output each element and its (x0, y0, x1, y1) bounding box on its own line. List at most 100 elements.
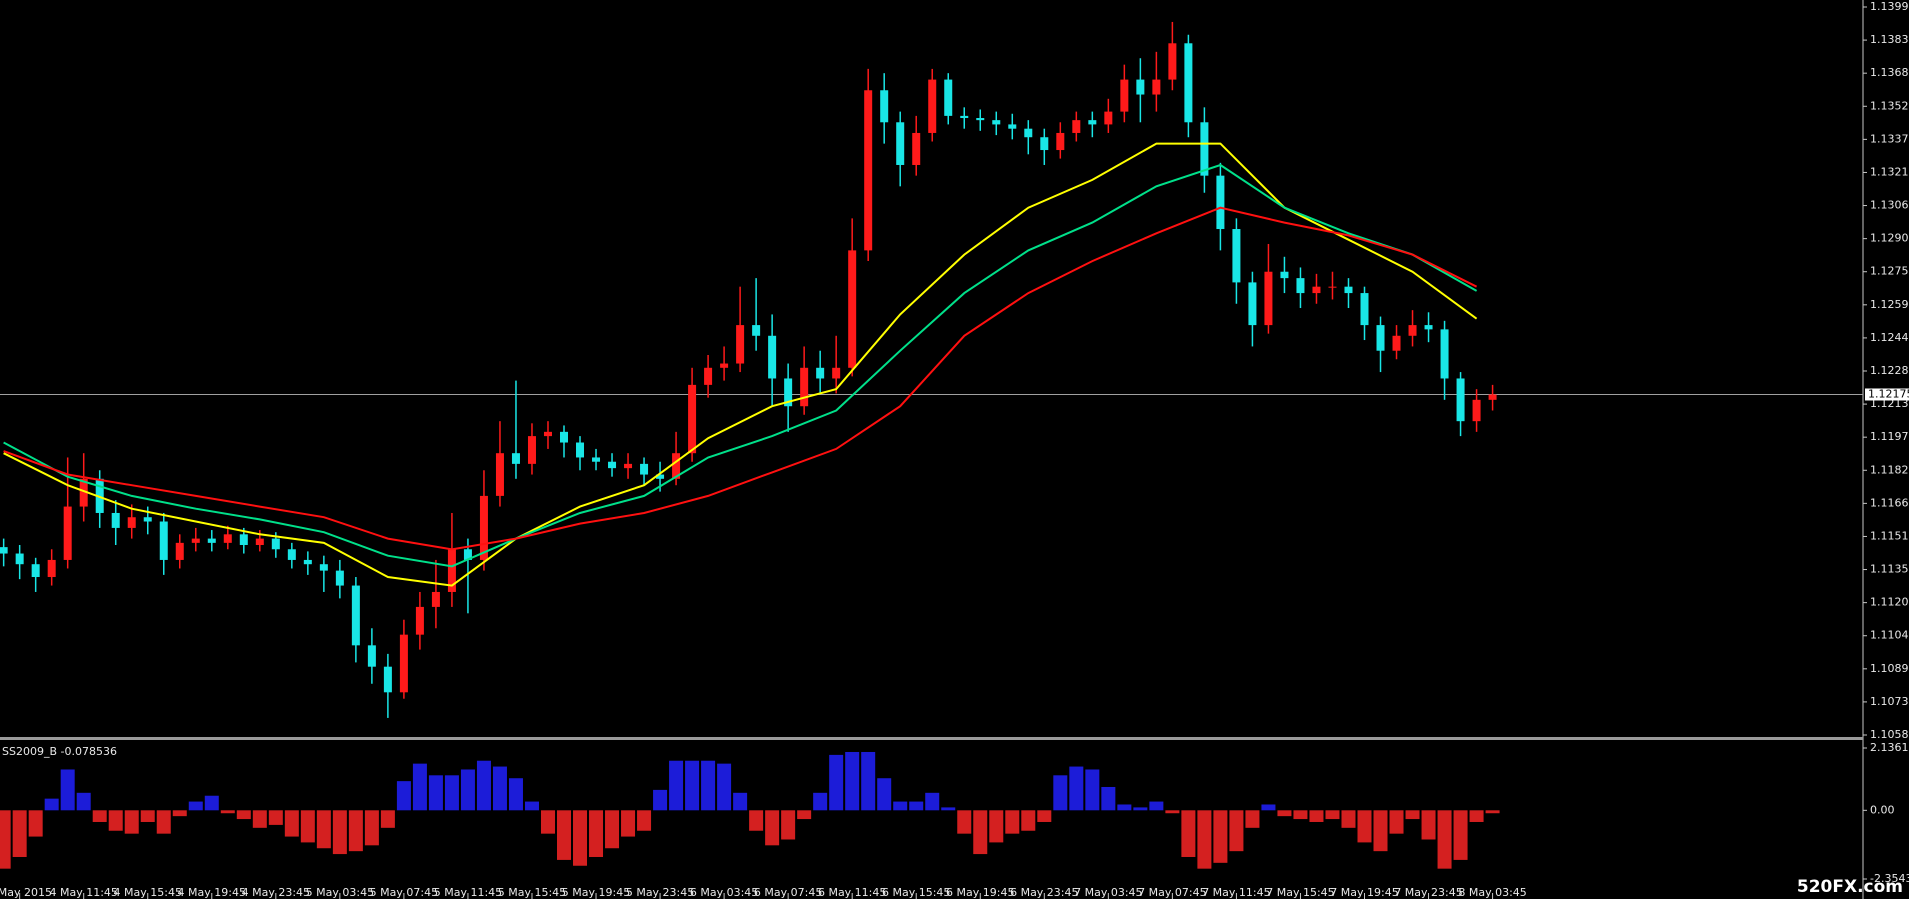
candle-body (175, 542, 184, 560)
indicator-y-tick-label: 0.00 (1870, 803, 1895, 816)
indicator-bar (1277, 810, 1292, 817)
candle-body (431, 591, 440, 607)
candle-body (704, 367, 713, 385)
candle-body (447, 549, 456, 592)
y-tick-label: 1.10580 (1870, 728, 1909, 741)
indicator-bar (861, 751, 876, 811)
indicator-bar (1373, 810, 1388, 852)
watermark: 520FX.com (1797, 877, 1903, 897)
candle-body (415, 606, 424, 635)
candle-body (1152, 79, 1161, 95)
y-tick-label: 1.13990 (1870, 0, 1909, 13)
candle-body (1264, 271, 1273, 326)
indicator-bar (412, 763, 427, 811)
indicator-bar (1453, 810, 1468, 860)
candle-body (1184, 43, 1193, 123)
candle-body (15, 553, 24, 565)
candle-body (848, 250, 857, 368)
candle-body (223, 534, 232, 543)
indicator-bar (508, 778, 523, 811)
indicator-y-tick-label: 2.136126 (1870, 741, 1909, 754)
y-tick-label: 1.11665 (1870, 496, 1909, 509)
candle-body (1488, 394, 1497, 400)
y-tick-label: 1.11975 (1870, 430, 1909, 443)
candle-body (1328, 286, 1337, 288)
x-tick-label: 5 May 19:45 (562, 886, 630, 899)
indicator-bar (1197, 810, 1212, 869)
x-tick-label: 6 May 15:45 (882, 886, 950, 899)
indicator-bar (540, 810, 555, 834)
indicator-bar (444, 775, 459, 811)
candle-body (912, 132, 921, 165)
indicator-bar (813, 792, 828, 811)
x-tick-label: 5 May 15:45 (498, 886, 566, 899)
y-tick-label: 1.11820 (1870, 463, 1909, 476)
candle-body (816, 367, 825, 379)
indicator-bar (1181, 810, 1196, 857)
candle-body (592, 457, 601, 462)
y-tick-label: 1.13215 (1870, 165, 1909, 178)
indicator-bar (396, 781, 411, 811)
x-tick-label: 7 May 11:45 (1202, 886, 1270, 899)
y-tick-label: 1.13525 (1870, 99, 1909, 112)
candle-body (1472, 399, 1481, 422)
candle-body (1200, 122, 1209, 176)
indicator-bar (1213, 810, 1228, 863)
indicator-bar (12, 810, 27, 857)
candle-body (527, 436, 536, 464)
indicator-bar (1149, 801, 1164, 811)
indicator-bar (524, 801, 539, 811)
candle-body (47, 559, 56, 578)
candle-body (319, 564, 328, 571)
x-tick-label: 7 May 07:45 (1138, 886, 1206, 899)
candle-body (543, 431, 552, 437)
indicator-bar (332, 810, 347, 855)
x-tick-label: 7 May 19:45 (1330, 886, 1398, 899)
candle-body (880, 90, 889, 123)
indicator-bar (300, 810, 315, 843)
x-tick-label: 6 May 23:45 (1010, 886, 1078, 899)
candle-body (207, 538, 216, 543)
candle-body (656, 474, 665, 479)
indicator-bar (557, 810, 571, 860)
indicator-bar (621, 810, 636, 837)
candle-body (944, 79, 953, 116)
indicator-bar (92, 810, 107, 822)
candle-body (1216, 175, 1225, 230)
indicator-bar (1037, 810, 1052, 822)
y-tick-label: 1.10735 (1870, 695, 1909, 708)
indicator-bar (1101, 786, 1116, 811)
candle-body (1168, 43, 1177, 80)
indicator-bar (1325, 810, 1340, 820)
candle-body (1360, 293, 1369, 326)
indicator-bar (156, 810, 171, 834)
indicator-bar (1053, 775, 1068, 811)
indicator-bar (60, 769, 75, 811)
candle-body (992, 120, 1001, 125)
candle-body (1104, 111, 1113, 125)
x-tick-label: 6 May 19:45 (946, 886, 1014, 899)
candle-body (511, 453, 520, 464)
indicator-bar (797, 810, 812, 820)
indicator-bar (172, 810, 187, 817)
indicator-bar (1421, 810, 1436, 840)
indicator-bar (845, 751, 860, 811)
indicator-bar (941, 807, 956, 811)
x-tick-label: 5 May 23:45 (626, 886, 694, 899)
indicator-y-tick-label: -2.354398 (1870, 872, 1909, 885)
candle-body (1232, 229, 1241, 283)
indicator-bar (316, 810, 331, 849)
indicator-bar (733, 792, 748, 811)
indicator-bar (765, 810, 780, 846)
indicator-bar (348, 810, 363, 852)
candle-body (1136, 79, 1145, 95)
indicator-bar (1341, 810, 1356, 828)
candle-body (752, 325, 761, 336)
candle-body (608, 461, 617, 469)
candle-body (800, 367, 809, 407)
candle-body (928, 79, 937, 133)
indicator-bar (717, 763, 732, 811)
indicator-bar (637, 810, 652, 831)
y-tick-label: 1.10890 (1870, 662, 1909, 675)
